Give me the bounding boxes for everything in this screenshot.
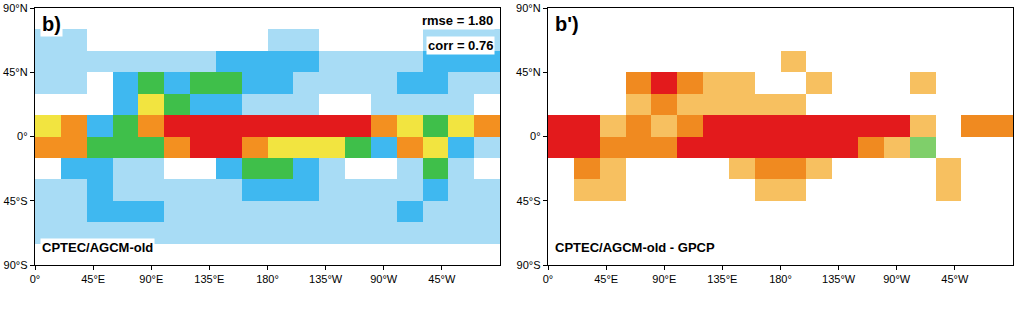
svg-text:45°E: 45°E <box>81 273 105 285</box>
svg-text:90°E: 90°E <box>652 273 676 285</box>
svg-text:0°: 0° <box>543 273 554 285</box>
svg-text:135°E: 135°E <box>194 273 224 285</box>
svg-text:90°N: 90°N <box>3 2 28 14</box>
svg-text:90°N: 90°N <box>516 2 541 14</box>
svg-text:45°W: 45°W <box>941 273 969 285</box>
svg-text:135°E: 135°E <box>707 273 737 285</box>
svg-text:corr = 0.76: corr = 0.76 <box>428 38 493 53</box>
svg-text:90°S: 90°S <box>517 259 541 271</box>
svg-text:45°E: 45°E <box>594 273 618 285</box>
svg-text:45°N: 45°N <box>516 66 541 78</box>
svg-text:90°W: 90°W <box>883 273 911 285</box>
svg-text:CPTEC/AGCM-old: CPTEC/AGCM-old <box>42 240 153 255</box>
svg-text:90°S: 90°S <box>4 259 28 271</box>
svg-text:0°: 0° <box>17 130 28 142</box>
svg-text:135°W: 135°W <box>822 273 856 285</box>
svg-text:0°: 0° <box>530 130 541 142</box>
svg-text:45°W: 45°W <box>428 273 456 285</box>
svg-text:45°S: 45°S <box>517 195 541 207</box>
svg-text:90°W: 90°W <box>370 273 398 285</box>
svg-text:b): b) <box>42 13 61 35</box>
svg-text:rmse = 1.80: rmse = 1.80 <box>422 13 493 28</box>
svg-text:135°W: 135°W <box>309 273 343 285</box>
svg-text:180°: 180° <box>256 273 279 285</box>
svg-text:45°N: 45°N <box>3 66 28 78</box>
svg-text:b'): b') <box>555 13 579 35</box>
svg-text:90°E: 90°E <box>139 273 163 285</box>
svg-text:CPTEC/AGCM-old - GPCP: CPTEC/AGCM-old - GPCP <box>555 240 715 255</box>
svg-text:45°S: 45°S <box>4 195 28 207</box>
svg-text:180°: 180° <box>769 273 792 285</box>
svg-text:0°: 0° <box>30 273 41 285</box>
